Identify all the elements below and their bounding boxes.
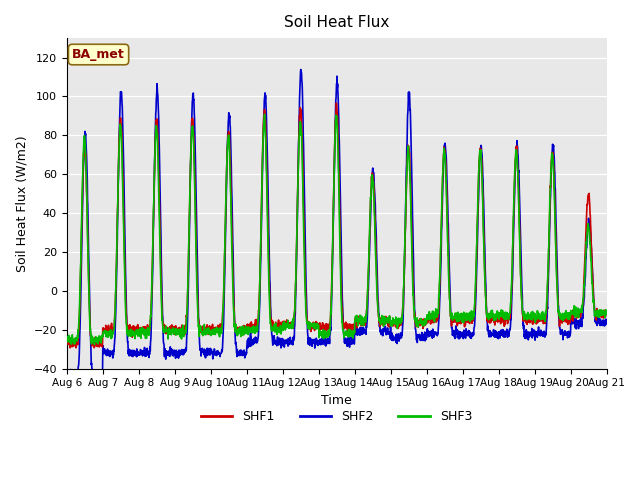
Line: SHF2: SHF2 <box>67 70 607 380</box>
SHF2 <box>556 322 563 328</box>
SHF1 <box>603 310 611 316</box>
SHF3 <box>353 314 360 320</box>
SHF1 <box>63 339 70 345</box>
SHF2 <box>214 351 221 357</box>
SHF3 <box>260 111 268 117</box>
SHF1 <box>556 314 563 320</box>
Line: SHF3: SHF3 <box>67 114 607 345</box>
Title: Soil Heat Flux: Soil Heat Flux <box>284 15 389 30</box>
SHF2 <box>297 67 305 72</box>
SHF1 <box>353 320 360 325</box>
SHF2 <box>603 320 611 325</box>
SHF3 <box>603 309 611 314</box>
Y-axis label: Soil Heat Flux (W/m2): Soil Heat Flux (W/m2) <box>15 135 28 272</box>
SHF3 <box>214 325 221 331</box>
SHF3 <box>494 313 502 319</box>
SHF2 <box>364 288 372 293</box>
Legend: SHF1, SHF2, SHF3: SHF1, SHF2, SHF3 <box>196 406 477 428</box>
SHF2 <box>570 318 578 324</box>
SHF3 <box>364 268 372 274</box>
SHF2 <box>353 324 360 329</box>
SHF1 <box>364 275 372 281</box>
SHF2 <box>494 331 502 336</box>
SHF3 <box>91 342 99 348</box>
SHF2 <box>63 374 70 380</box>
SHF1 <box>332 100 340 106</box>
SHF3 <box>556 313 563 319</box>
SHF1 <box>72 345 80 351</box>
Line: SHF1: SHF1 <box>67 103 607 348</box>
SHF1 <box>570 309 578 315</box>
SHF3 <box>63 336 70 342</box>
X-axis label: Time: Time <box>321 394 352 407</box>
Text: BA_met: BA_met <box>72 48 125 61</box>
SHF1 <box>214 324 221 329</box>
SHF2 <box>69 377 77 383</box>
SHF1 <box>494 319 502 325</box>
SHF3 <box>570 303 578 309</box>
